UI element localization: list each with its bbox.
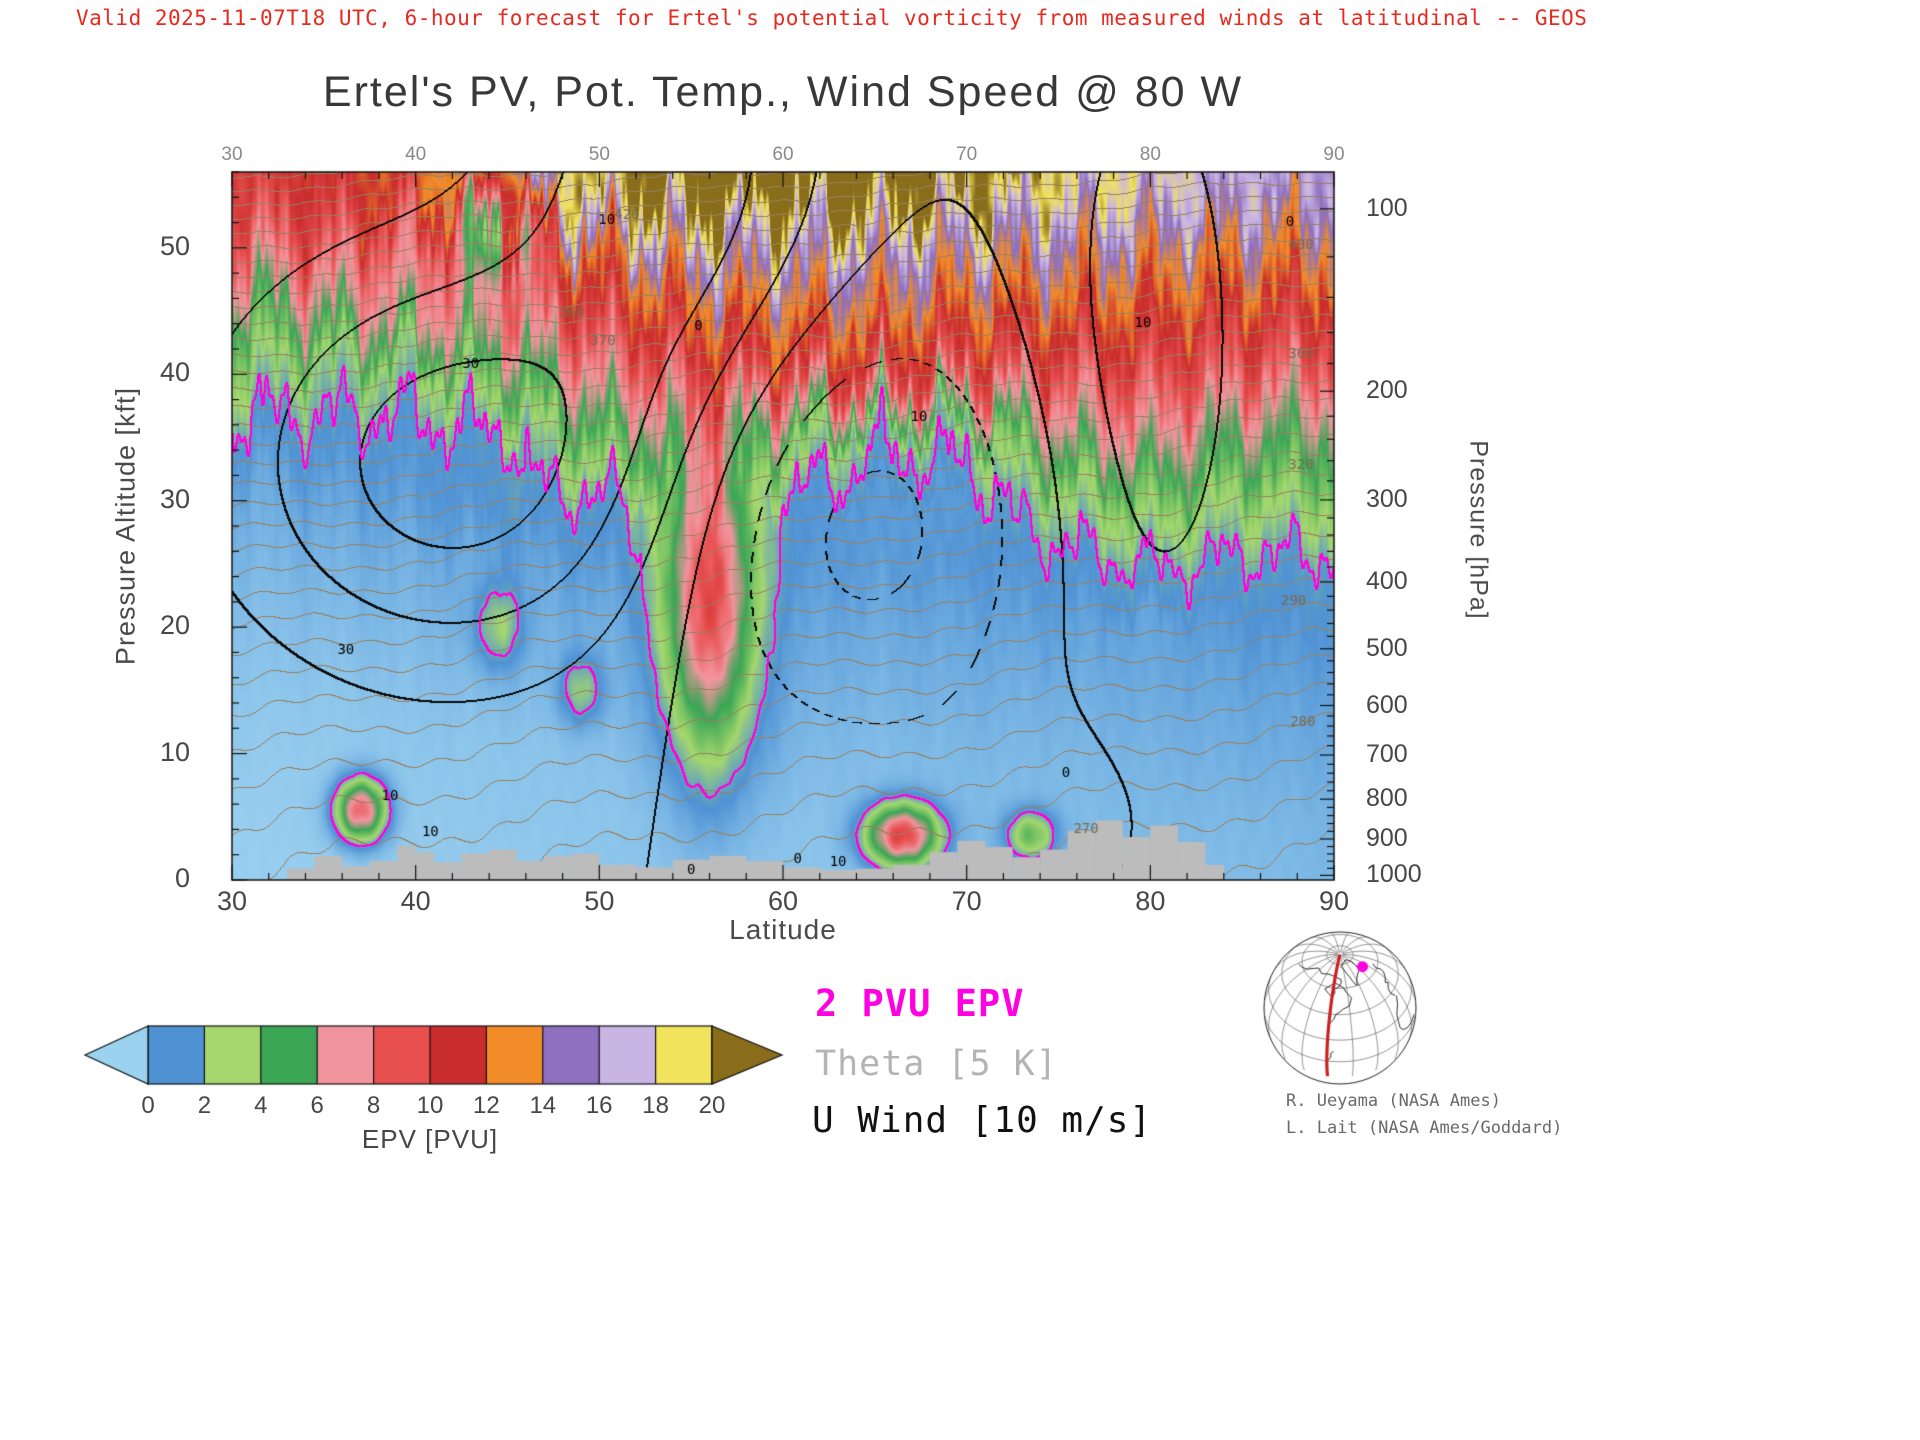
- y-axis-tick-label: 0: [174, 863, 190, 893]
- pressure-tick-label: 500: [1366, 633, 1408, 662]
- colorbar-tick-label: 18: [642, 1092, 669, 1119]
- x-axis-tick-label: 60: [767, 886, 799, 916]
- plot-title: Ertel's PV, Pot. Temp., Wind Speed @ 80 …: [322, 68, 1244, 116]
- y-axis-tick-label: 10: [159, 736, 190, 767]
- top-axis-tick-label: 50: [588, 144, 610, 165]
- colorbar-tick-label: 8: [366, 1092, 381, 1119]
- pressure-tick-label: 700: [1366, 740, 1408, 769]
- colorbar-tick-label: 16: [585, 1092, 613, 1119]
- top-axis-tick-label: 90: [1323, 144, 1345, 165]
- x-axis-title: Latitude: [729, 914, 837, 945]
- credit-line-1: R. Ueyama (NASA Ames): [1286, 1091, 1501, 1111]
- colorbar-tick-label: 10: [416, 1092, 444, 1119]
- y-axis-tick-label: 30: [159, 483, 190, 514]
- credit-line-2: L. Lait (NASA Ames/Goddard): [1286, 1118, 1563, 1138]
- colorbar-tick-label: 0: [141, 1092, 155, 1119]
- top-axis-tick-label: 80: [1139, 144, 1161, 165]
- top-axis-tick-label: 30: [221, 144, 243, 165]
- pressure-tick-label: 600: [1366, 690, 1408, 719]
- x-axis-tick-label: 70: [951, 886, 982, 916]
- colorbar-tick-label: 6: [310, 1092, 324, 1119]
- valid-time-header: Valid 2025-11-07T18 UTC, 6-hour forecast…: [76, 6, 1588, 30]
- colorbar-tick-label: 12: [473, 1092, 500, 1119]
- legend-u-wind: U Wind [10 m/s]: [812, 1100, 1153, 1141]
- pressure-tick-label: 400: [1366, 566, 1408, 595]
- y-axis-tick-label: 50: [159, 230, 190, 261]
- pressure-tick-label: 300: [1366, 484, 1408, 513]
- legend-theta: Theta [5 K]: [815, 1044, 1058, 1084]
- colorbar-tick-label: 14: [529, 1092, 557, 1119]
- x-axis-tick-label: 80: [1135, 886, 1166, 916]
- legend-2pvu-epv: 2 PVU EPV: [815, 982, 1025, 1025]
- x-axis-tick-label: 50: [584, 886, 615, 916]
- colorbar-tick-label: 20: [698, 1092, 726, 1119]
- x-axis-tick-label: 40: [400, 886, 431, 916]
- right-axis-title: Pressure [hPa]: [1464, 440, 1493, 620]
- pressure-tick-label: 1000: [1366, 860, 1422, 889]
- colorbar-tick-label: 4: [254, 1092, 268, 1119]
- y-axis-tick-label: 40: [159, 357, 190, 388]
- top-axis-tick-label: 40: [405, 144, 427, 165]
- top-axis-tick-label: 70: [956, 144, 978, 165]
- pressure-tick-label: 900: [1366, 823, 1408, 852]
- pressure-tick-label: 800: [1366, 784, 1408, 813]
- x-axis-tick-label: 30: [216, 886, 248, 916]
- top-axis-tick-label: 60: [772, 144, 794, 165]
- colorbar-title: EPV [PVU]: [361, 1124, 499, 1154]
- credits: R. Ueyama (NASA Ames) L. Lait (NASA Ames…: [1286, 1088, 1562, 1142]
- pressure-tick-label: 100: [1366, 193, 1408, 222]
- y-axis-tick-label: 20: [159, 610, 190, 641]
- x-axis-tick-label: 90: [1318, 886, 1350, 916]
- colorbar-tick-label: 2: [197, 1092, 212, 1119]
- pressure-tick-label: 200: [1366, 376, 1408, 405]
